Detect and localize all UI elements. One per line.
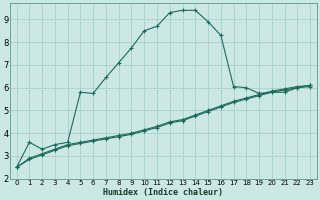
X-axis label: Humidex (Indice chaleur): Humidex (Indice chaleur): [103, 188, 223, 197]
